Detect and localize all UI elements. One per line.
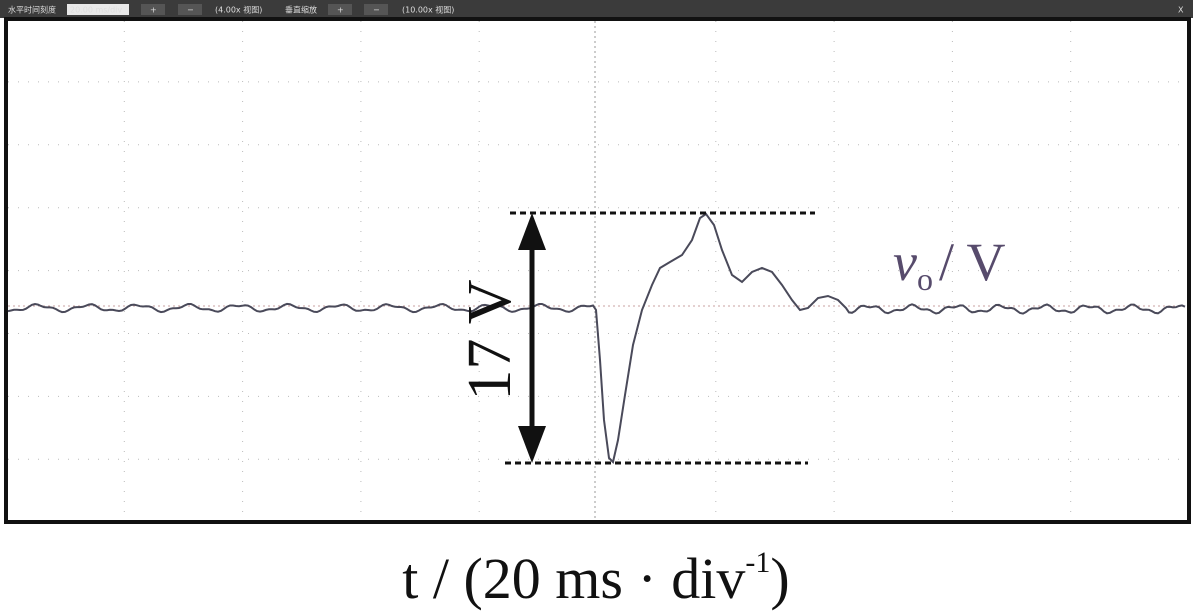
toolbar-button-label[interactable]: + — [150, 6, 157, 15]
toolbar-button-label[interactable]: − — [373, 6, 380, 15]
axis-label-exponent: -1 — [745, 546, 770, 579]
toolbar-button[interactable] — [364, 4, 388, 15]
toolbar-button-label[interactable]: − — [187, 6, 194, 15]
toolbar-button[interactable] — [328, 4, 352, 15]
time-axis-label: t / (20 ms · div-1) — [402, 546, 790, 611]
toolbar-text: (4.00x 视图) — [215, 5, 262, 15]
arrow-head-top — [518, 213, 546, 250]
toolbar — [0, 0, 1193, 18]
toolbar-button[interactable] — [178, 4, 202, 15]
value-box — [67, 4, 129, 15]
toolbar-text: (10.00x 视图) — [402, 5, 454, 15]
toolbar-button-label[interactable]: + — [337, 6, 344, 15]
amplitude-label: 17 V — [456, 279, 524, 400]
signal-label: vo / V — [893, 232, 1006, 297]
signal-unit: / V — [939, 232, 1006, 292]
toolbar-text: 20.00 ms/div — [70, 6, 122, 15]
toolbar-items: 水平时间刻度 20.00 ms/div + − (4.00x 视图) 垂直缩放 + − (10.… — [8, 4, 454, 15]
toolbar-button[interactable] — [141, 4, 165, 15]
axis-label-close: ) — [770, 546, 789, 611]
toolbar-text: 水平时间刻度 — [8, 5, 56, 15]
toolbar-text: 垂直缩放 — [285, 5, 317, 15]
waveform — [7, 212, 1186, 464]
signal-subscript: o — [917, 261, 933, 297]
signal-symbol: v — [893, 232, 917, 292]
axis-label-main: t / (20 ms · div — [402, 546, 745, 611]
arrow-head-bottom — [518, 426, 546, 463]
close-button[interactable]: X — [1178, 6, 1184, 15]
plot-frame — [4, 17, 1191, 524]
